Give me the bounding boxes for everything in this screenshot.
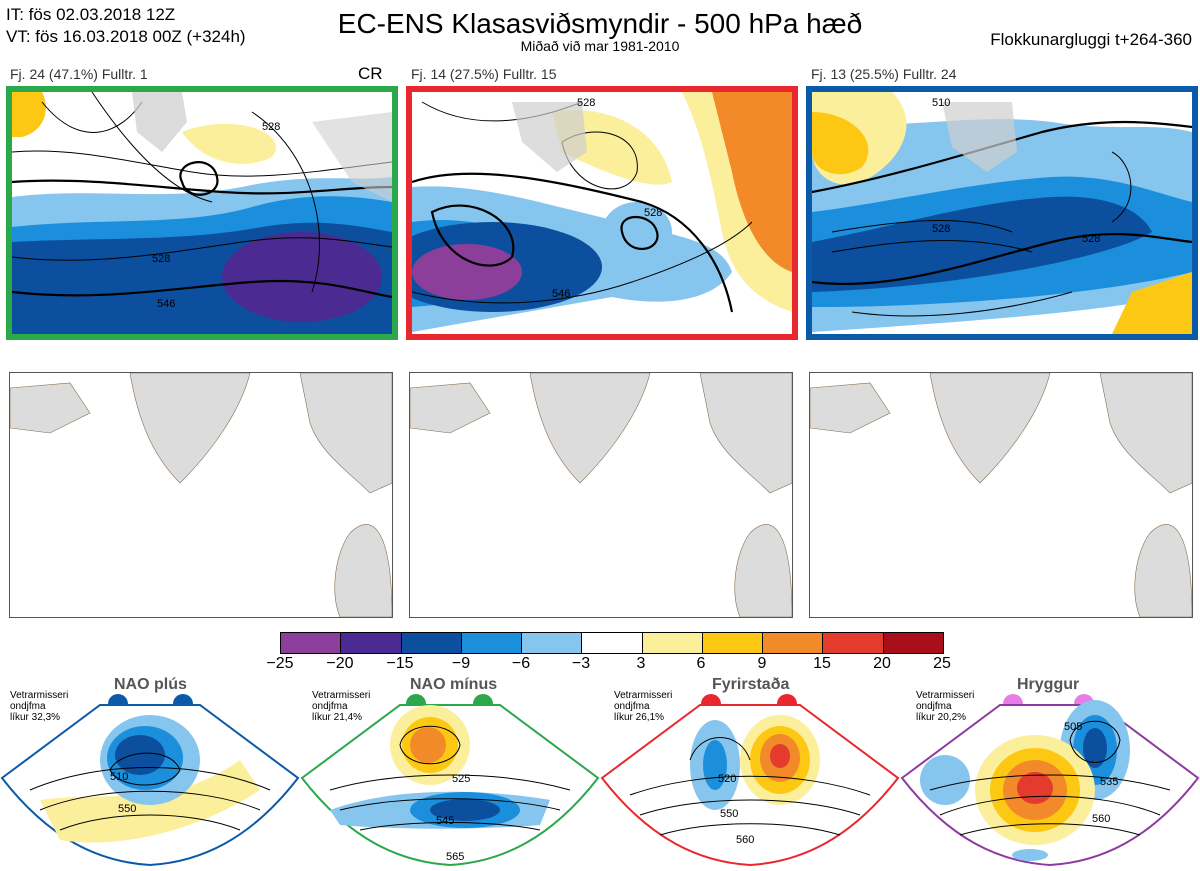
regime-nao-minus-map[interactable]: 525 545 565 (300, 700, 600, 871)
colorbar-tick: 15 (813, 655, 831, 672)
contour-label: 528 (932, 223, 950, 235)
base-map-1 (9, 372, 393, 618)
regime-nao-minus-title: NAO mínus (410, 676, 498, 693)
note-line: Vetrarmisseri (10, 690, 69, 701)
note-line: líkur 32,3% (10, 712, 61, 723)
contour-label: 550 (118, 803, 136, 815)
regime-blocking-map[interactable]: 520 550 560 (600, 700, 900, 871)
colorbar-cell (823, 633, 884, 653)
contour-label: 505 (1064, 721, 1082, 733)
regime-ridge-title: Hryggur (1017, 676, 1080, 693)
colorbar-tick: 25 (933, 655, 951, 672)
contour-label: 545 (436, 815, 454, 827)
colorbar-cell (702, 633, 764, 653)
colorbar-cell (642, 633, 703, 653)
colorbar-cell (582, 633, 643, 653)
regime-nao-minus-note: Vetrarmisseri ondjfma líkur 21,4% (312, 690, 370, 723)
regime-ridge-note: Vetrarmisseri ondjfma líkur 20,2% (916, 690, 974, 723)
classification-window: Flokkunargluggi t+264-360 (990, 30, 1192, 49)
page-title: EC-ENS Klasasviðsmyndir - 500 hPa hæð (337, 8, 863, 39)
note-line: Vetrarmisseri (312, 690, 371, 701)
regime-ridge-map[interactable]: 505 535 560 (900, 700, 1200, 871)
colorbar-tick: 9 (757, 655, 767, 672)
regime-nao-plus-title: NAO plús (114, 676, 187, 693)
init-time: IT: fös 02.03.2018 12Z (6, 5, 176, 24)
contour-label: 510 (932, 97, 950, 109)
colorbar-tick: −20 (326, 655, 354, 672)
colorbar-cell (281, 633, 342, 653)
colorbar-cell (341, 633, 402, 653)
cluster-2-anomaly-field: 528 528 546 (412, 92, 792, 334)
colorbar-tick: 6 (696, 655, 706, 672)
regime-blocking-title: Fyrirstaða (712, 676, 790, 693)
cluster-3-label: Fj. 13 (25.5%) Fulltr. 24 (811, 66, 957, 82)
colorbar-cell (461, 633, 523, 653)
contour-label: 560 (736, 834, 754, 846)
colorbar-tick: −6 (511, 655, 531, 672)
base-map-2 (409, 372, 793, 618)
note-line: Vetrarmisseri (916, 690, 975, 701)
colorbar-tick: −15 (386, 655, 414, 672)
contour-label: 510 (110, 771, 128, 783)
cluster-1-anomaly-field: 528 528 546 (12, 92, 392, 334)
colorbar-tick: 3 (636, 655, 646, 672)
contour-label: 565 (446, 851, 464, 863)
colorbar-cell (883, 633, 943, 653)
cluster-2-label: Fj. 14 (27.5%) Fulltr. 15 (411, 66, 557, 82)
colorbar-cell (401, 633, 462, 653)
regime-nao-plus-note: Vetrarmisseri ondjfma líkur 32,3% (10, 690, 68, 723)
cluster-1-map[interactable]: 528 528 546 (6, 86, 398, 340)
colorbar-cell (763, 633, 824, 653)
note-line: líkur 26,1% (614, 712, 665, 723)
contour-label: 546 (157, 298, 175, 310)
regime-blocking-note: Vetrarmisseri ondjfma líkur 26,1% (614, 690, 672, 723)
colorbar-cell (522, 633, 583, 653)
cluster-3-map[interactable]: 510 528 528 (806, 86, 1198, 340)
base-map-3 (809, 372, 1193, 618)
colorbar-tick: −3 (571, 655, 591, 672)
note-line: ondjfma (916, 701, 952, 712)
contour-label: 520 (718, 773, 736, 785)
run-info: IT: fös 02.03.2018 12Z VT: fös 16.03.201… (6, 4, 246, 48)
cluster-1-label: Fj. 24 (47.1%) Fulltr. 1 (10, 66, 148, 82)
contour-label: 546 (552, 288, 570, 300)
contour-label: 528 (1082, 233, 1100, 245)
contour-label: 528 (644, 207, 662, 219)
note-line: ondjfma (10, 701, 46, 712)
note-line: Vetrarmisseri (614, 690, 673, 701)
note-line: ondjfma (312, 701, 348, 712)
colorbar-tick: −9 (451, 655, 471, 672)
contour-label: 560 (1092, 813, 1110, 825)
valid-time: VT: fös 16.03.2018 00Z (+324h) (6, 27, 246, 46)
cluster-1-flag: CR (358, 64, 383, 83)
colorbar-tick: −25 (266, 655, 294, 672)
note-line: líkur 20,2% (916, 712, 967, 723)
contour-label: 528 (577, 97, 595, 109)
regime-nao-plus-map[interactable]: 510 550 (0, 700, 300, 871)
cluster-2-map[interactable]: 528 528 546 (406, 86, 798, 340)
contour-label: 535 (1100, 776, 1118, 788)
contour-label: 550 (720, 808, 738, 820)
contour-label: 525 (452, 773, 470, 785)
contour-label: 528 (152, 253, 170, 265)
colorbar-tick: 20 (873, 655, 891, 672)
cluster-3-anomaly-field: 510 528 528 (812, 92, 1192, 334)
contour-label: 528 (262, 121, 280, 133)
note-line: líkur 21,4% (312, 712, 363, 723)
note-line: ondjfma (614, 701, 650, 712)
anomaly-colorbar (280, 632, 944, 654)
page-subtitle: Miðað við mar 1981-2010 (520, 38, 680, 54)
